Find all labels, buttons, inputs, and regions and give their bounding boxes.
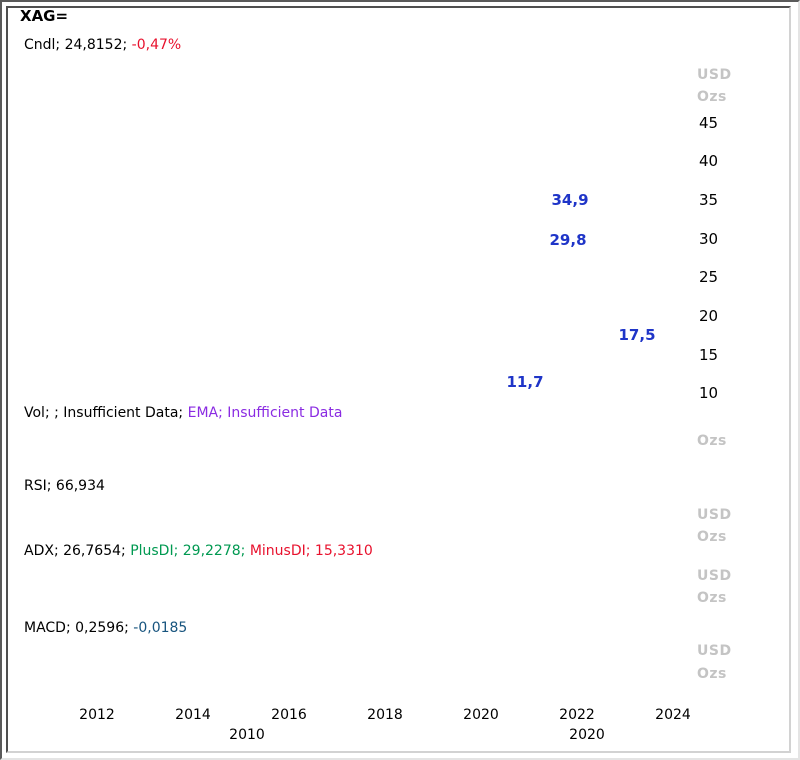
legend-candle-value: Cndl; 24,8152;: [24, 37, 132, 53]
price-tick-45: 45: [699, 114, 719, 132]
minusdi-value: MinusDI; 15,3310: [249, 543, 373, 559]
rsi-legend[interactable]: RSI; 66,934: [24, 478, 105, 494]
adx-legend[interactable]: ADX; 26,7654; PlusDI; 29,2278; MinusDI; …: [24, 543, 373, 559]
price-tick-20: 20: [699, 307, 719, 325]
ema-legend-text: EMA; Insufficient Data: [187, 405, 343, 421]
macd-axis-unit-ozs: Ozs: [697, 666, 727, 682]
macd-value: MACD; 0,2596;: [24, 620, 134, 636]
volume-legend[interactable]: Vol; ; Insufficient Data; EMA; Insuffici…: [24, 405, 342, 421]
price-tick-25: 25: [699, 268, 719, 286]
price-tick-40: 40: [699, 152, 719, 170]
adx-value: ADX; 26,7654;: [24, 543, 131, 559]
macd-axis-unit-usd: USD: [697, 643, 732, 659]
price-axis-unit-ozs: Ozs: [697, 89, 727, 105]
decade-label-2020: 2020: [569, 727, 605, 743]
macd-legend[interactable]: MACD; 0,2596; -0,0185: [24, 620, 187, 636]
instrument-symbol: XAG=: [20, 7, 69, 25]
price-tick-15: 15: [699, 346, 719, 364]
price-series-legend[interactable]: Cndl; 24,8152; -0,47%: [24, 37, 181, 53]
level-label-11-7[interactable]: 11,7: [504, 373, 546, 391]
chart-frame: [6, 6, 791, 753]
price-tick-30: 30: [699, 230, 719, 248]
year-tick-2024: 2024: [655, 707, 691, 723]
plusdi-value: PlusDI; 29,2278;: [130, 543, 250, 559]
volume-legend-text: Vol; ; Insufficient Data;: [24, 405, 188, 421]
macd-signal-value: -0,0185: [133, 620, 188, 636]
year-tick-2022: 2022: [559, 707, 595, 723]
price-tick-10: 10: [699, 384, 719, 402]
volume-axis-unit-ozs: Ozs: [697, 433, 727, 449]
year-tick-2016: 2016: [271, 707, 307, 723]
rsi-axis-unit-ozs: Ozs: [697, 529, 727, 545]
level-label-17-5[interactable]: 17,5: [616, 326, 658, 344]
year-tick-2020: 2020: [463, 707, 499, 723]
price-tick-35: 35: [699, 191, 719, 209]
decade-label-2010: 2010: [229, 727, 265, 743]
legend-change-pct: -0,47%: [131, 37, 182, 53]
rsi-axis-unit-usd: USD: [697, 507, 732, 523]
level-label-29-8[interactable]: 29,8: [547, 231, 589, 249]
price-axis-unit-usd: USD: [697, 67, 732, 83]
adx-axis-unit-ozs: Ozs: [697, 590, 727, 606]
adx-axis-unit-usd: USD: [697, 568, 732, 584]
year-tick-2014: 2014: [175, 707, 211, 723]
year-tick-2018: 2018: [367, 707, 403, 723]
level-label-34-9[interactable]: 34,9: [549, 191, 591, 209]
year-tick-2012: 2012: [79, 707, 115, 723]
